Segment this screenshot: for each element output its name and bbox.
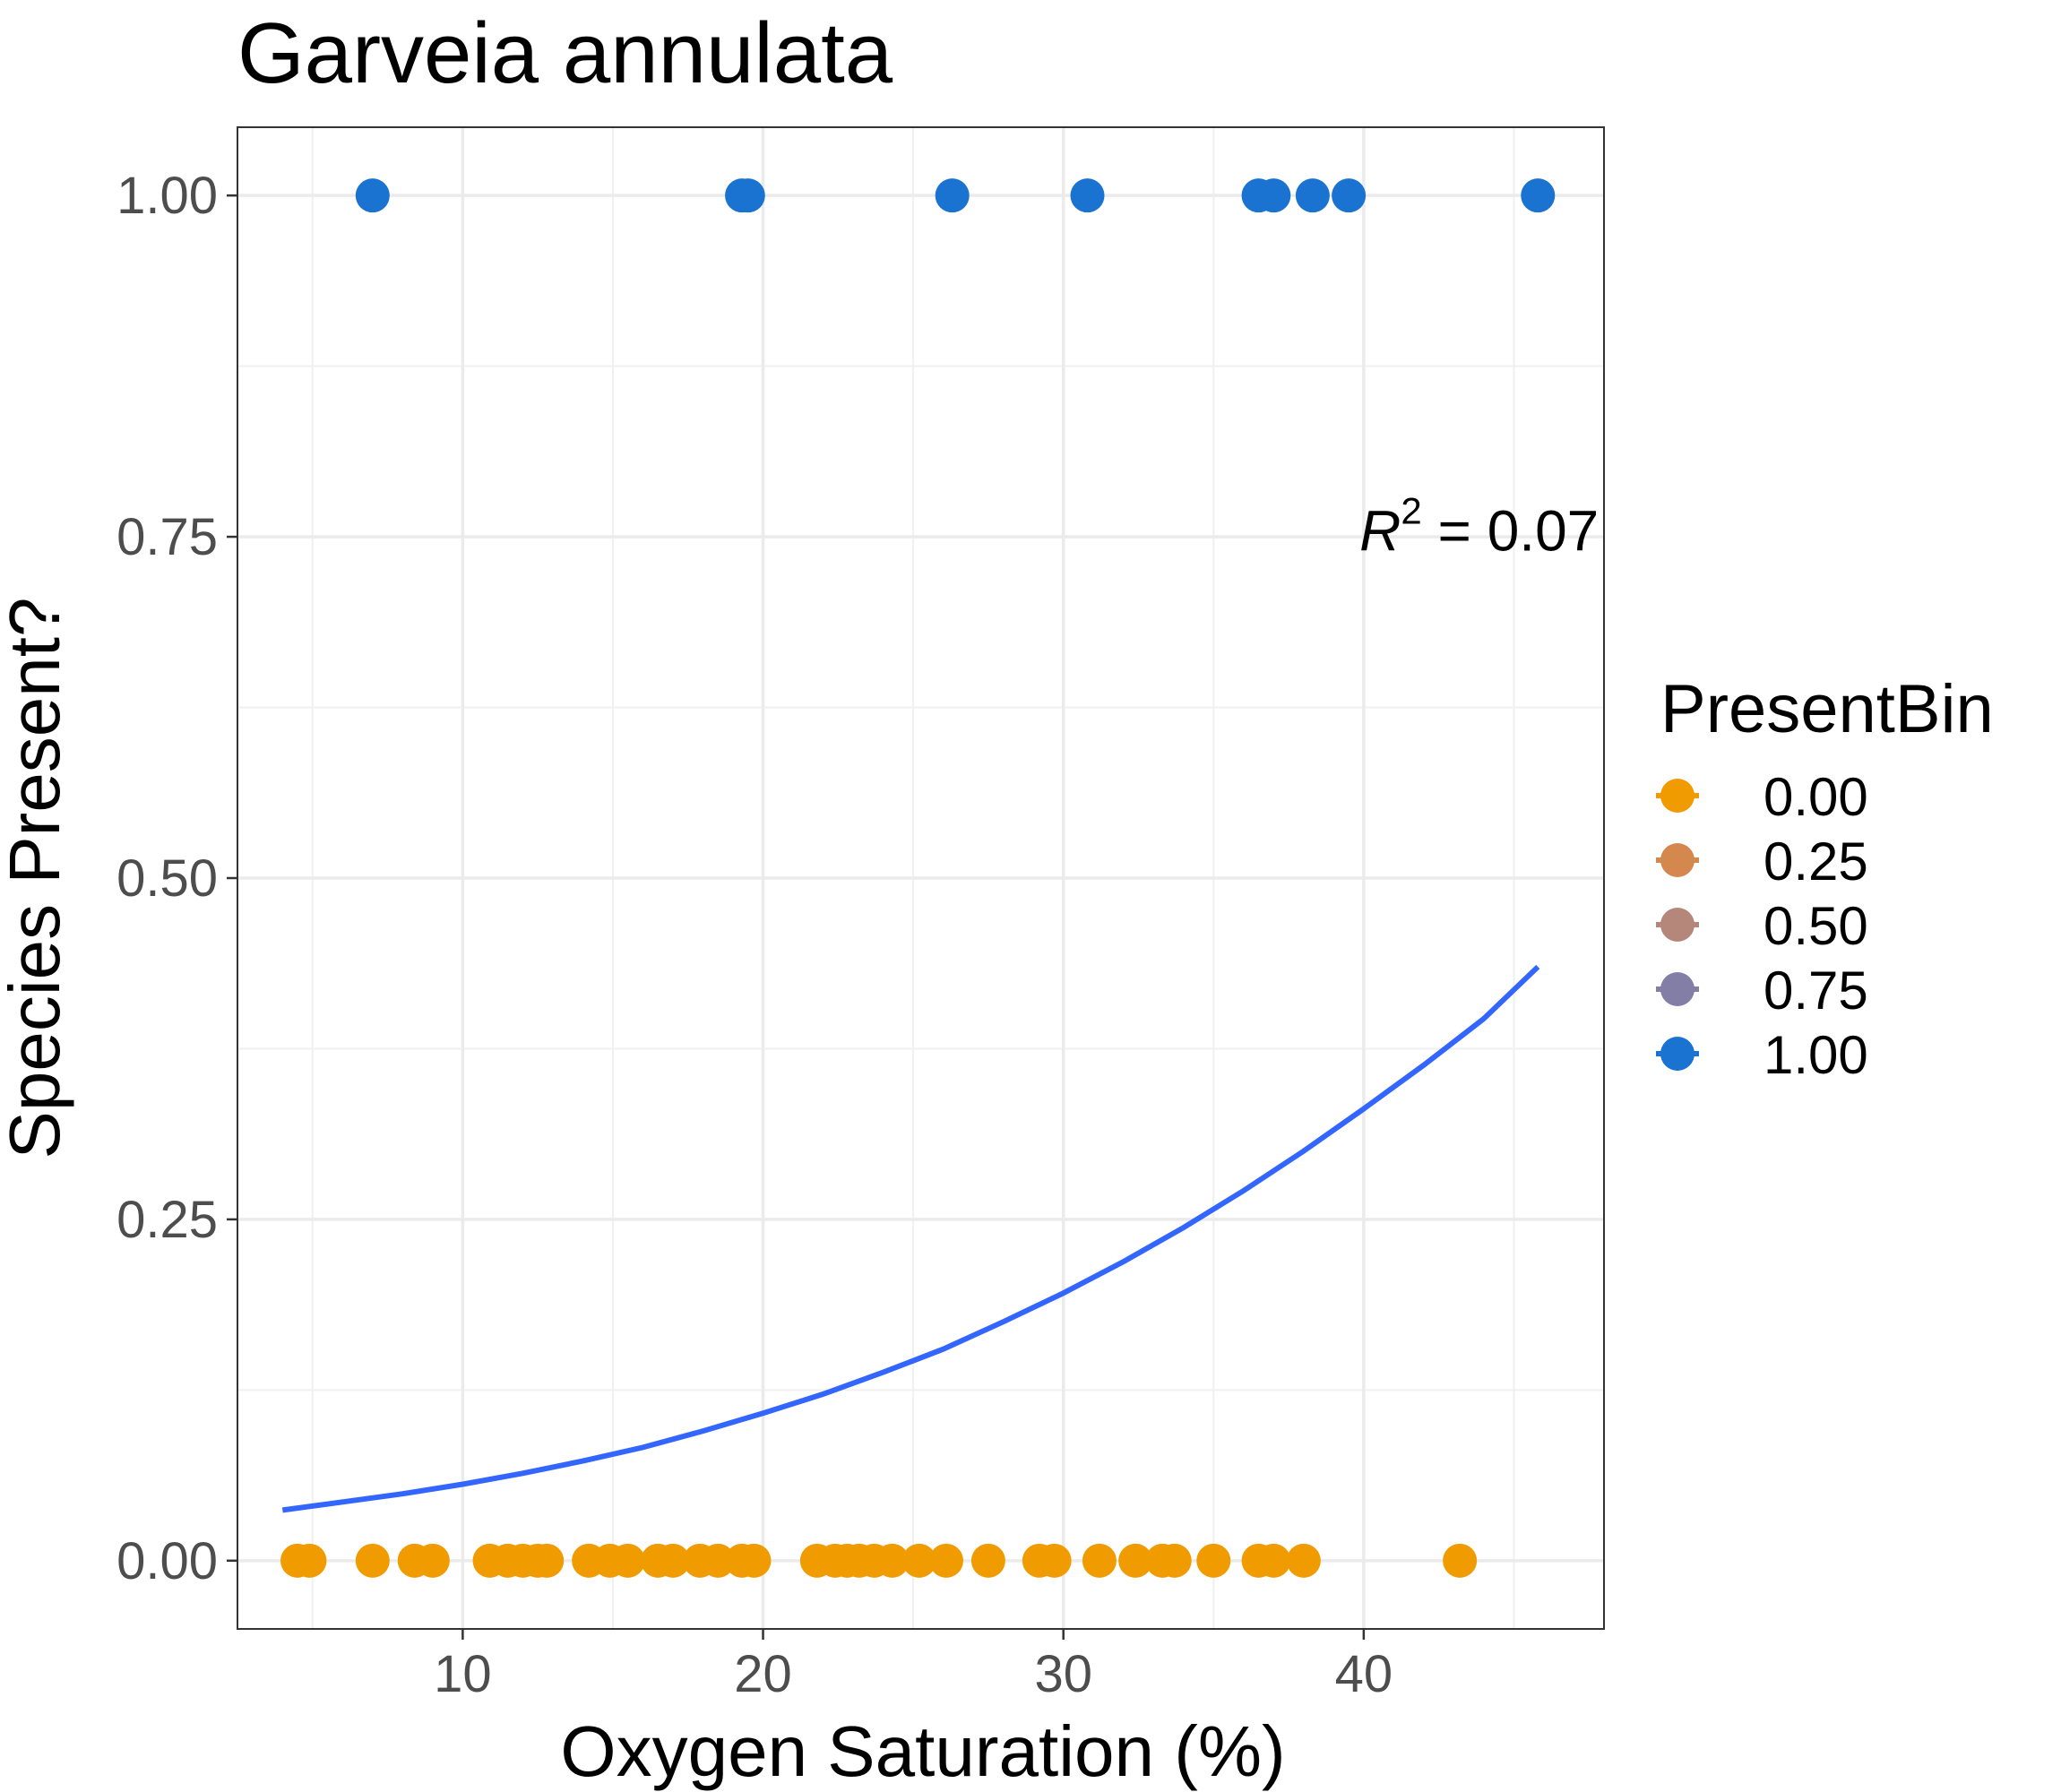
- r-squared-annotation: R2 = 0.07: [1359, 489, 1599, 563]
- annotation-symbol: R: [1359, 498, 1401, 563]
- point-absent: [928, 1543, 963, 1578]
- legend-title: PresentBin: [1660, 671, 1994, 747]
- y-tick-label: 0.50: [116, 849, 218, 908]
- x-axis-title: Oxygen Saturation (%): [560, 1711, 1285, 1791]
- point-absent: [530, 1543, 565, 1578]
- legend-label: 1.00: [1763, 1025, 1868, 1085]
- point-absent: [415, 1543, 450, 1578]
- legend-label: 0.25: [1763, 831, 1868, 892]
- point-absent: [970, 1543, 1005, 1578]
- point-absent: [1443, 1543, 1478, 1578]
- point-absent: [901, 1543, 936, 1578]
- legend-key-point: [1660, 972, 1695, 1006]
- point-present: [1295, 178, 1330, 213]
- point-present: [1332, 178, 1367, 213]
- point-present: [730, 178, 765, 213]
- y-tick-label: 0.00: [116, 1532, 218, 1590]
- point-present: [935, 178, 970, 213]
- fit-line-group: [281, 964, 1540, 1513]
- y-tick-label: 0.75: [116, 508, 218, 566]
- x-tick-label: 20: [734, 1645, 792, 1703]
- legend-items: 0.000.250.500.751.00: [1656, 767, 1868, 1085]
- x-axis-ticks: 10 20 30 40: [434, 1629, 1393, 1703]
- legend: PresentBin 0.000.250.500.751.00: [1656, 671, 1994, 1085]
- point-absent: [655, 1543, 690, 1578]
- point-absent: [1157, 1543, 1192, 1578]
- legend-key-point: [1660, 908, 1695, 942]
- fit-curve: [281, 964, 1540, 1513]
- point-absent: [1118, 1543, 1153, 1578]
- point-absent: [1082, 1543, 1117, 1578]
- y-axis-title: Species Present?: [0, 597, 74, 1159]
- annotation-exponent: 2: [1401, 489, 1421, 531]
- y-axis-ticks: 0.00 0.25 0.50 0.75 1.00: [116, 167, 237, 1590]
- annotation-value: = 0.07: [1422, 498, 1600, 563]
- legend-label: 0.50: [1763, 896, 1868, 956]
- data-points: [280, 178, 1556, 1578]
- x-tick-label: 10: [434, 1645, 492, 1703]
- point-present: [355, 178, 390, 213]
- point-absent: [1286, 1543, 1321, 1578]
- legend-key-point: [1660, 843, 1695, 877]
- legend-key-point: [1660, 1037, 1695, 1071]
- legend-key-point: [1660, 779, 1695, 813]
- x-tick-label: 30: [1034, 1645, 1092, 1703]
- legend-label: 0.00: [1763, 767, 1868, 827]
- point-absent: [292, 1543, 327, 1578]
- x-tick-label: 40: [1335, 1645, 1393, 1703]
- point-absent: [1037, 1543, 1072, 1578]
- point-absent: [875, 1543, 910, 1578]
- point-absent: [701, 1543, 736, 1578]
- legend-label: 0.75: [1763, 961, 1868, 1021]
- point-absent: [737, 1543, 772, 1578]
- y-tick-label: 0.25: [116, 1191, 218, 1249]
- point-present: [1256, 178, 1291, 213]
- chart-title: Garveia annulata: [237, 5, 893, 101]
- point-absent: [610, 1543, 645, 1578]
- point-present: [1070, 178, 1105, 213]
- point-absent: [1256, 1543, 1291, 1578]
- grid-major: [237, 127, 1604, 1629]
- point-present: [1521, 178, 1556, 213]
- point-absent: [1196, 1543, 1231, 1578]
- point-absent: [355, 1543, 390, 1578]
- y-tick-label: 1.00: [116, 167, 218, 225]
